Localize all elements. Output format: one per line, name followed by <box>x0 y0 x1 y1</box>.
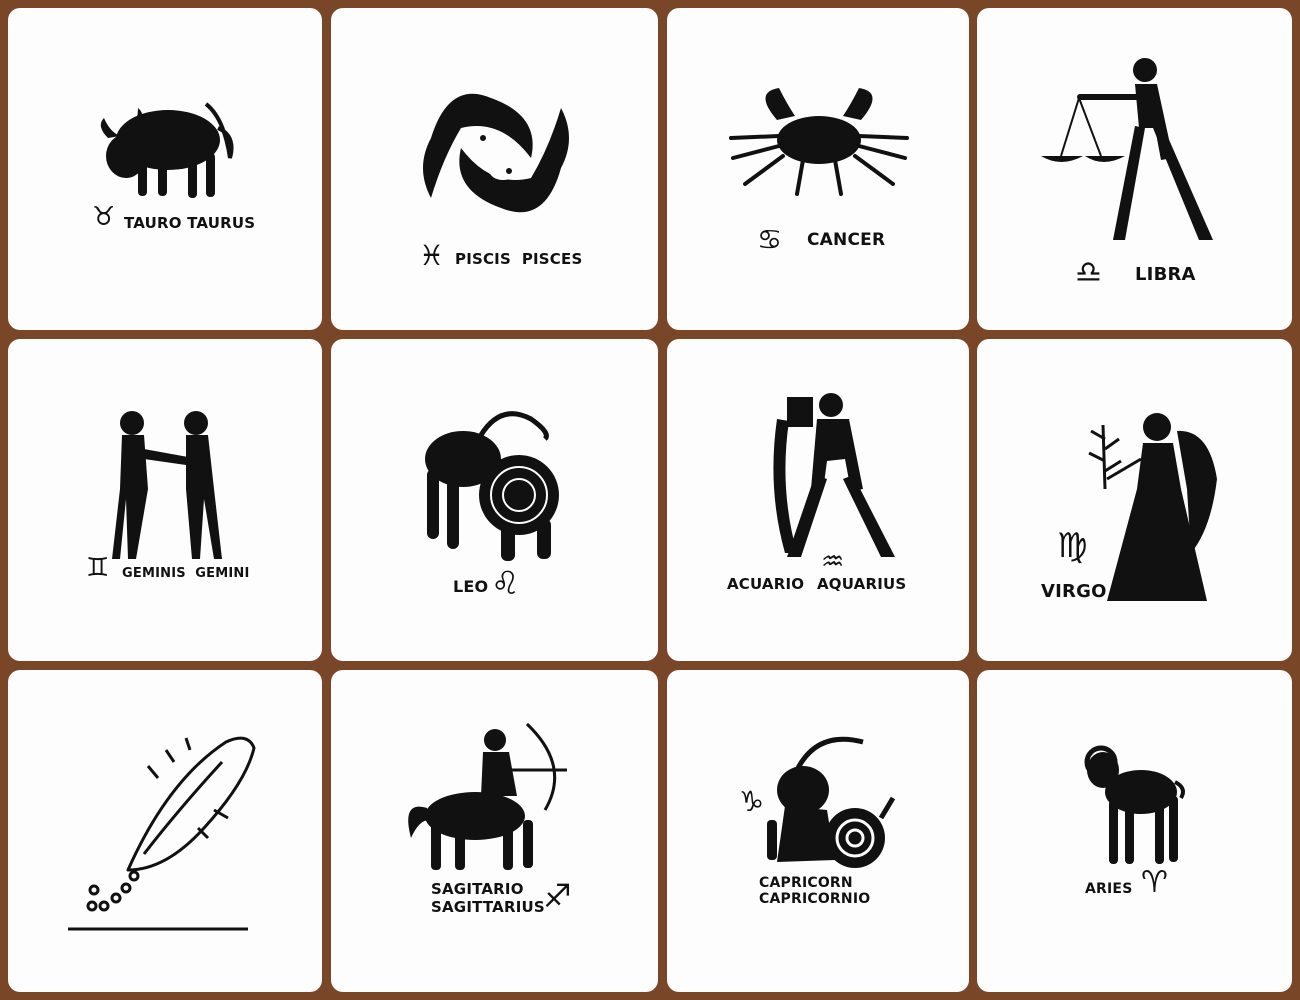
aquarius-symbol-icon: ♒ <box>821 547 845 577</box>
twins-illustration <box>112 411 222 559</box>
tile-cancer: ♋ CANCER <box>667 8 969 330</box>
pisces-symbol-icon: ♓ <box>419 239 445 272</box>
sagittarius-symbol-icon: ♐ <box>543 877 572 915</box>
pisces-label: PISCIS PISCES <box>455 250 583 268</box>
virgo-label: VIRGO <box>1041 581 1107 602</box>
libra-label: LIBRA <box>1135 264 1196 285</box>
tile-aquarius: ACUARIO ♒ AQUARIUS <box>667 339 969 661</box>
capricorn-label-spanish: CAPRICORNIO <box>759 891 871 907</box>
tile-pisces: ♓ PISCIS PISCES <box>331 8 658 330</box>
taurus-label: TAURO TAURUS <box>124 214 256 232</box>
gemini-symbol-icon: ♊ <box>86 553 110 583</box>
aquarius-label-spanish: ACUARIO <box>727 575 805 593</box>
scales-figure-illustration <box>1041 58 1213 240</box>
sagittarius-label-spanish: SAGITARIO <box>431 880 524 898</box>
ram-illustration <box>1084 745 1185 864</box>
tile-capricorn: ♑ CAPRICORN CAPRICORNIO <box>667 670 969 992</box>
lion-illustration <box>425 411 559 561</box>
maiden-illustration <box>1088 413 1217 601</box>
aquarius-label-english: AQUARIUS <box>817 575 907 593</box>
aries-symbol-icon: ♈ <box>1141 865 1168 900</box>
bull-illustration <box>100 102 234 198</box>
leo-symbol-icon: ♌ <box>491 564 520 602</box>
water-bearer-illustration <box>773 393 895 557</box>
gemini-label: GEMINIS GEMINI <box>122 566 250 581</box>
sagittarius-label-english: SAGITTARIUS <box>431 898 545 916</box>
sea-goat-illustration <box>767 736 896 868</box>
tile-aries: ARIES ♈ <box>977 670 1292 992</box>
cancer-symbol-icon: ♋ <box>757 223 783 256</box>
tile-virgo: ♍ VIRGO <box>977 339 1292 661</box>
tile-taurus: ♉ TAURO TAURUS <box>8 8 322 330</box>
taurus-symbol-icon: ♉ <box>92 202 116 232</box>
fish-illustration <box>423 93 569 213</box>
libra-symbol-icon: ♎ <box>1075 255 1102 290</box>
tile-libra: ♎ LIBRA <box>977 8 1292 330</box>
tile-leo: LEO ♌ <box>331 339 658 661</box>
tile-gemini: ♊ GEMINIS GEMINI <box>8 339 322 661</box>
capricorn-symbol-icon: ♑ <box>739 785 765 818</box>
scorpion-illustration <box>68 736 256 931</box>
tile-scorpio <box>8 670 322 992</box>
virgo-symbol-icon: ♍ <box>1057 526 1088 566</box>
centaur-illustration <box>408 722 567 870</box>
capricorn-label-english: CAPRICORN <box>759 875 853 891</box>
cancer-label: CANCER <box>807 230 886 250</box>
tile-sagittarius: SAGITARIO SAGITTARIUS ♐ <box>331 670 658 992</box>
aries-label: ARIES <box>1085 881 1133 897</box>
crab-illustration <box>729 88 909 196</box>
leo-label: LEO <box>453 577 489 596</box>
